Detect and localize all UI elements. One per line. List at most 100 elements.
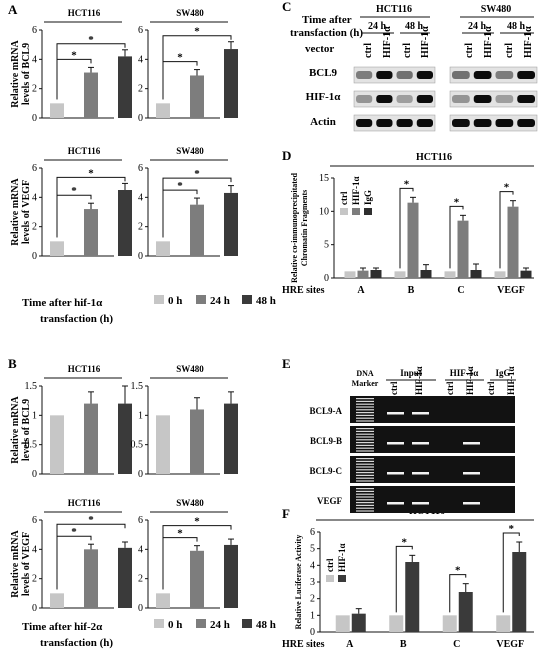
blot-band (517, 71, 535, 79)
significance-star: * (509, 523, 515, 535)
gel-e-rows: BCL9-A BCL9-B BCL9-C VEGF (309, 396, 515, 513)
legend-b-title-1: Time after hif-2α (22, 621, 103, 633)
gel-e-row-label: VEGF (317, 496, 343, 506)
x-tick-label: C (453, 639, 460, 650)
blot-band (473, 71, 492, 79)
blot-c-header-1: Time after (302, 14, 352, 26)
bar (496, 615, 511, 632)
legend-label: IgG (363, 190, 373, 205)
bar (118, 56, 132, 118)
blot-c-row-bcl9: BCL9 (309, 67, 338, 79)
gel-marker-band (356, 444, 374, 446)
gel-marker-band (356, 436, 374, 438)
significance-bracket (162, 525, 232, 590)
legend-b-swatch-0h (154, 619, 164, 628)
panel-label-e: E (282, 356, 291, 371)
significance-star: * (88, 34, 94, 46)
bar (50, 241, 64, 256)
x-tick-label: A (346, 639, 354, 650)
y-tick-label: 5 (310, 544, 315, 555)
blot-c-strips (353, 66, 538, 132)
y-tick-label: 6 (32, 163, 37, 174)
gel-e-lane-label: ctrl (389, 381, 399, 395)
legend-swatch (326, 575, 334, 582)
y-tick-label: 0 (310, 627, 315, 638)
significance-star: * (71, 49, 77, 61)
chart-title: SW480 (176, 498, 204, 508)
bar (224, 49, 238, 118)
chart-title: HCT116 (68, 498, 101, 508)
bar (389, 615, 404, 632)
y-tick-label: 0 (138, 113, 143, 124)
gel-e-lane-label: ctrl (445, 381, 455, 395)
legend-a-swatch-0h (154, 295, 164, 304)
y-tick-label: 1 (138, 410, 143, 421)
bar (344, 271, 356, 278)
significance-star: * (504, 182, 510, 194)
chart-a-hct116-vegf: HCT116 0 2 4 6 Relative mRNA levels of VEGF * * (10, 146, 132, 262)
y-tick-label: 1 (310, 610, 315, 621)
blot-c-lane-label: ctrl (504, 43, 515, 58)
significance-bracket (499, 191, 514, 269)
gel-marker-band (356, 463, 374, 465)
blot-band (473, 95, 492, 103)
blot-strip (449, 90, 538, 108)
bar (156, 593, 170, 608)
blot-band (376, 71, 393, 79)
blot-band (517, 119, 535, 127)
gel-marker-band (356, 510, 374, 512)
gel-band (387, 412, 404, 415)
chart-b-hct116-vegf: HCT116 0 2 4 6 Relative mRNA levels of VEGF * * (10, 498, 132, 614)
panel-label-a: A (8, 2, 18, 17)
bar (190, 409, 204, 474)
gel-e-row-label: BCL9-B (310, 436, 342, 446)
blot-c-lane-labels: ctrl HIF-1α ctrl HIF-1α ctrl HIF-1α ctrl HIF-1α (363, 26, 534, 58)
gel-strip (350, 486, 515, 513)
gel-marker-band (356, 493, 374, 495)
y-tick-label: 4 (32, 54, 37, 65)
y-tick-label: 6 (138, 163, 143, 174)
gel-band (463, 472, 480, 475)
y-tick-label: 0 (324, 273, 329, 284)
bar (118, 547, 132, 608)
gel-marker-band (356, 477, 374, 479)
y-tick-label: 4 (138, 54, 143, 65)
gel-marker-band (356, 496, 374, 498)
blot-band (396, 95, 413, 103)
gel-marker-band (356, 398, 374, 400)
y-axis-label-line2: levels of BCL9 (21, 399, 32, 461)
legend-a: Time after hif-1α transfaction (h) 0 h 2… (22, 295, 276, 325)
blot-band (416, 71, 433, 79)
gel-marker-band (356, 502, 374, 504)
blot-band (356, 95, 373, 103)
gel-e-group-input: Input (400, 368, 422, 378)
y-axis-label-line1: Relative co-immunoprecipitated (290, 173, 299, 283)
y-tick-label: 0.5 (25, 440, 38, 451)
significance-star: * (194, 168, 200, 180)
y-tick-label: 0 (32, 469, 37, 480)
y-tick-label: 4 (32, 544, 37, 555)
x-tick-label: A (357, 285, 365, 296)
blot-c-lane-label: ctrl (464, 43, 475, 58)
gel-e-lane-label: ctrl (486, 381, 496, 395)
chart-title: SW480 (176, 146, 204, 156)
blot-band (495, 119, 514, 127)
significance-star: * (404, 178, 410, 190)
gel-e-lane-label: HIF-1α (506, 366, 516, 395)
significance-star: * (177, 528, 183, 540)
y-tick-label: 2 (138, 222, 143, 233)
y-tick-label: 0 (32, 113, 37, 124)
blot-band (517, 95, 535, 103)
y-tick-label: 5 (324, 240, 329, 251)
gel-marker-band (356, 460, 374, 462)
legend-b-title-2: transfaction (h) (40, 637, 113, 649)
bar (118, 190, 132, 256)
x-tick-label: VEGF (497, 285, 525, 296)
y-tick-label: 4 (138, 192, 143, 203)
blot-band (416, 95, 433, 103)
chart-b-sw480-bcl9: SW480 0 0.5 1 1.5 (131, 364, 238, 480)
chart-a-sw480-bcl9: SW480 0 2 4 6 * * (138, 8, 238, 124)
gel-marker-band (356, 428, 374, 430)
significance-star: * (177, 180, 183, 192)
y-axis-label-line1: Relative mRNA (10, 39, 21, 107)
